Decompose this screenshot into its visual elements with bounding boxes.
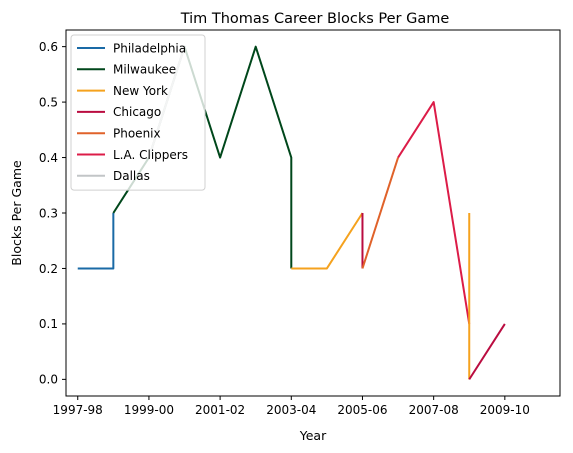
y-tick-label: 0.5 [39, 95, 58, 109]
legend-box [70, 34, 206, 191]
series-line [291, 212, 364, 270]
legend-label: Dallas [113, 169, 150, 183]
chart-title: Tim Thomas Career Blocks Per Game [180, 11, 450, 27]
series-line [397, 101, 471, 325]
x-axis-label: Year [299, 428, 327, 443]
legend-label: L.A. Clippers [113, 148, 188, 162]
legend-label: Philadelphia [113, 41, 186, 55]
x-axis: 1997-98 1999-00 2001-02 2003-04 2005-06 2007-… [53, 396, 530, 417]
legend-label: New York [113, 84, 168, 98]
series-line [77, 213, 115, 270]
legend-label: Chicago [113, 105, 161, 119]
x-tick-label: 1999-00 [124, 403, 174, 417]
series-line [361, 157, 400, 269]
legend: Philadelphia Milwaukee New York Chicago Phoe… [70, 34, 206, 191]
y-tick-label: 0.2 [39, 262, 58, 276]
x-tick-label: 2009-10 [480, 403, 530, 417]
x-tick-label: 2007-08 [409, 403, 459, 417]
series-line [468, 323, 506, 380]
y-tick-label: 0.3 [39, 206, 58, 220]
x-tick-label: 2001-02 [195, 403, 245, 417]
y-tick-label: 0.0 [39, 373, 58, 387]
x-tick-label: 2003-04 [266, 403, 316, 417]
legend-label: Milwaukee [113, 63, 176, 77]
y-axis: 0.0 0.1 0.2 0.3 0.4 0.5 0.6 [39, 40, 66, 387]
legend-label: Phoenix [113, 127, 161, 141]
y-tick-label: 0.6 [39, 40, 58, 54]
y-axis-label: Blocks Per Game [9, 160, 24, 266]
y-tick-label: 0.1 [39, 317, 58, 331]
x-tick-label: 2005-06 [337, 403, 387, 417]
y-tick-label: 0.4 [39, 151, 58, 165]
x-tick-label: 1997-98 [53, 403, 103, 417]
